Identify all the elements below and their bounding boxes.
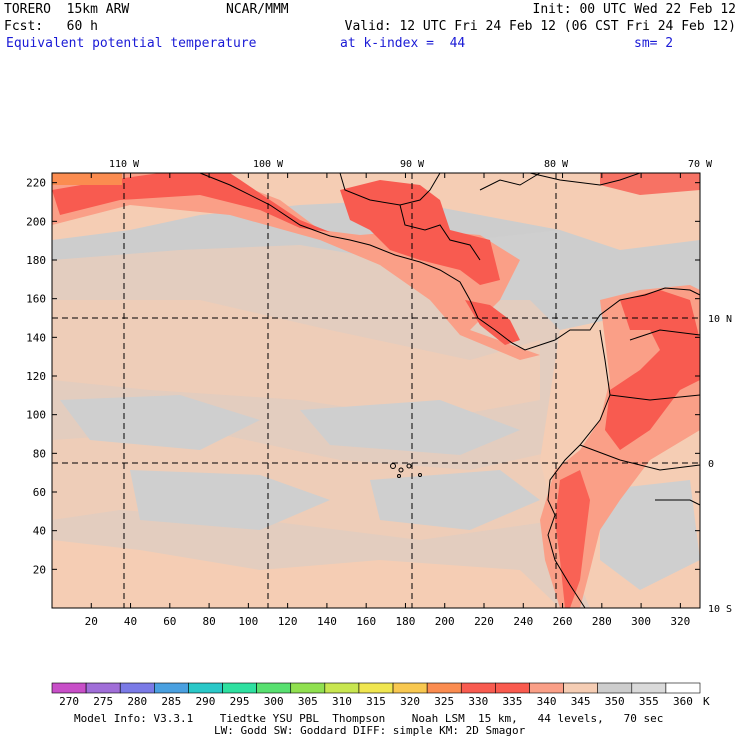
colorbar-swatch: [460, 682, 496, 694]
x-tick-label: 220: [474, 615, 494, 628]
colorbar-swatch: [529, 682, 564, 694]
colorbar-label: 355: [639, 695, 659, 708]
center-name: NCAR/MMM: [226, 2, 289, 17]
y-tick-label: 220: [26, 177, 46, 190]
colorbar-label: 275: [93, 695, 113, 708]
x-tick-label: 240: [513, 615, 533, 628]
colorbar-swatch: [358, 682, 394, 694]
lon-label: 90 W: [400, 159, 425, 170]
graticule: [52, 173, 700, 608]
colorbar-swatch: [188, 682, 223, 694]
x-tick-label: 20: [85, 615, 98, 628]
colorbar-swatch: [597, 682, 633, 694]
colorbar-swatch: [324, 682, 360, 694]
smoothing: sm= 2: [634, 36, 674, 51]
colorbar: [51, 682, 701, 694]
colorbar-swatch: [631, 682, 667, 694]
colorbar-label: 295: [230, 695, 250, 708]
x-tick-label: 40: [124, 615, 137, 628]
y-tick-label: 20: [33, 563, 46, 576]
x-tick-label: 100: [238, 615, 258, 628]
x-tick-labels: 20 40 60 80 100 120 140 160 180 200 220 240 260 280 30…: [85, 615, 691, 628]
x-tick-label: 200: [435, 615, 455, 628]
colorbar-label: 350: [605, 695, 625, 708]
y-tick-label: 100: [26, 409, 46, 422]
colorbar-label: 290: [196, 695, 216, 708]
colorbar-swatch: [290, 682, 326, 694]
colorbar-label: 305: [298, 695, 318, 708]
colorbar-label: 285: [161, 695, 181, 708]
colorbar-swatch: [119, 682, 155, 694]
model-info: Model Info: V3.3.1 Tiedtke YSU PBL Thomp…: [74, 712, 664, 725]
colorbar-swatch: [85, 682, 121, 694]
lat-label: 10 N: [708, 314, 732, 325]
lon-labels: 110 W 100 W 90 W 80 W 70 W: [109, 159, 713, 170]
x-tick-label: 60: [163, 615, 176, 628]
x-tick-label: 120: [278, 615, 298, 628]
colorbar-swatch: [665, 682, 701, 694]
lon-label: 70 W: [688, 159, 713, 170]
model-name: TORERO 15km ARW: [4, 2, 130, 17]
colorbar-label: 335: [502, 695, 522, 708]
y-tick-label: 180: [26, 254, 46, 267]
y-tick-labels: 220 200 180 160 140 120 100 80 60 40 20: [26, 177, 46, 577]
x-tick-marks: [90, 173, 681, 608]
lon-label: 80 W: [544, 159, 569, 170]
coastlines: [199, 172, 701, 609]
colorbar-label: 310: [332, 695, 352, 708]
x-tick-label: 300: [631, 615, 651, 628]
colorbar-swatch: [222, 682, 257, 694]
map-frame: [51, 172, 701, 609]
colorbar-label: 315: [366, 695, 386, 708]
colorbar-label: 280: [127, 695, 147, 708]
colorbar-swatch: [154, 682, 189, 694]
colorbar-unit: K: [703, 695, 710, 708]
y-tick-label: 140: [26, 331, 46, 344]
orange-corner: [52, 173, 122, 185]
x-tick-label: 160: [356, 615, 376, 628]
colorbar-labels: 270 275 280 285 290 295 300 305 310 315 320 325 330 3…: [59, 695, 693, 708]
y-tick-label: 160: [26, 293, 46, 306]
colorbar-swatch: [256, 682, 292, 694]
lat-labels: 10 N 0 10 S: [708, 314, 732, 615]
lon-label: 110 W: [109, 159, 140, 170]
colorbar-label: 345: [571, 695, 591, 708]
y-tick-label: 40: [33, 525, 46, 538]
lat-label: 10 S: [708, 604, 732, 615]
forecast-hour: Fcst: 60 h: [4, 19, 98, 34]
colorbar-label: 330: [468, 695, 488, 708]
x-tick-label: 280: [592, 615, 612, 628]
y-tick-marks: [52, 182, 700, 570]
colorbar-swatch: [392, 682, 428, 694]
colorbar-label: 300: [264, 695, 284, 708]
field-name: Equivalent potential temperature: [6, 36, 257, 51]
lon-label: 100 W: [253, 159, 284, 170]
colorbar-swatch: [426, 682, 462, 694]
colorbar-swatch: [495, 682, 530, 694]
y-tick-label: 60: [33, 486, 46, 499]
physics-info: LW: Godd SW: Goddard DIFF: simple KM: 2D…: [214, 724, 526, 737]
valid-time: Valid: 12 UTC Fri 24 Feb 12 (06 CST Fri …: [344, 19, 736, 34]
y-tick-label: 200: [26, 215, 46, 228]
x-tick-label: 180: [396, 615, 416, 628]
colorbar-label: 325: [434, 695, 454, 708]
colorbar-label: 270: [59, 695, 79, 708]
colorbar-swatch: [563, 682, 598, 694]
x-tick-label: 80: [202, 615, 215, 628]
y-tick-label: 120: [26, 370, 46, 383]
colorbar-swatch: [51, 682, 87, 694]
map-plot: [51, 172, 701, 609]
x-tick-label: 260: [553, 615, 573, 628]
colorbar-label: 320: [400, 695, 420, 708]
x-tick-label: 140: [317, 615, 337, 628]
level-index: at k-index = 44: [340, 36, 466, 51]
colorbar-label: 360: [673, 695, 693, 708]
x-tick-label: 320: [670, 615, 690, 628]
colorbar-label: 340: [537, 695, 557, 708]
init-time: Init: 00 UTC Wed 22 Feb 12: [532, 2, 737, 17]
y-tick-label: 80: [33, 447, 46, 460]
lat-label: 0: [708, 459, 714, 470]
